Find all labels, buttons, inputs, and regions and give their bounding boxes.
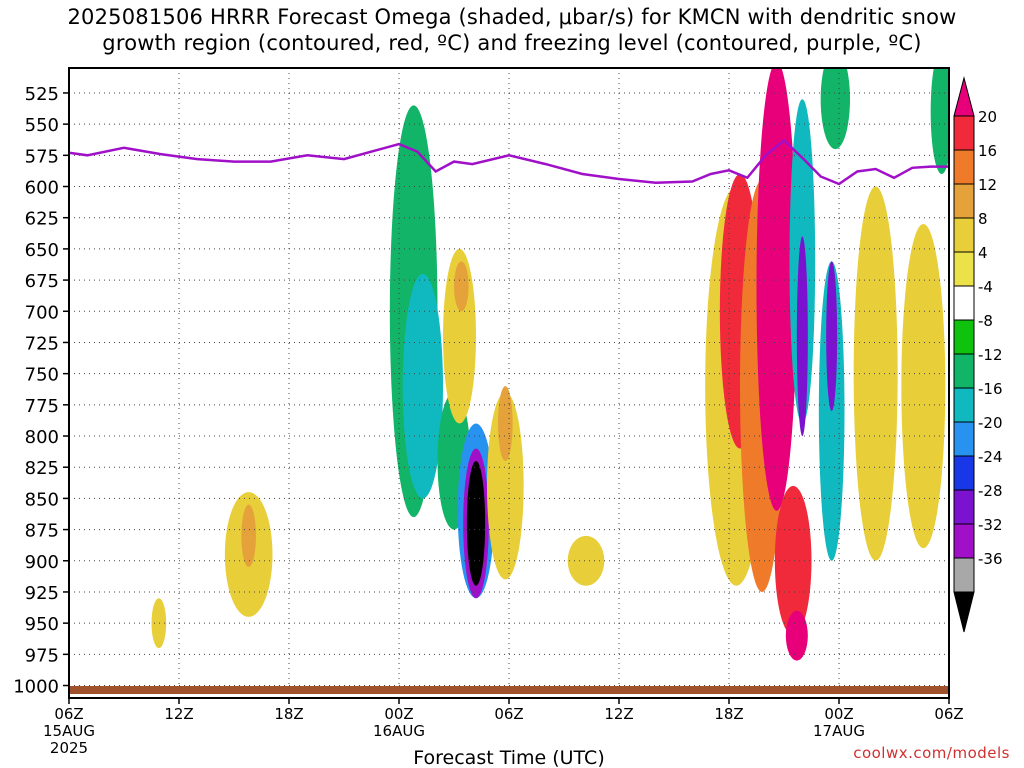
y-tick-label-600: 600 [25, 178, 59, 199]
freezing-level-contour [69, 138, 949, 186]
colorbar-label-4: 4 [978, 244, 988, 262]
colorbar-segment-10 [953, 421, 975, 457]
x-tick-label-8: 06Z [934, 705, 963, 723]
y-tick-label-550: 550 [25, 115, 59, 136]
omega-cell-8 [487, 392, 524, 580]
y-tick-label-775: 775 [25, 396, 59, 417]
y-tick-label-725: 725 [25, 333, 59, 354]
omega-cell-17 [756, 68, 797, 511]
y-tick-label-1000: 1000 [13, 677, 59, 698]
chart-title-line1: 2025081506 HRRR Forecast Omega (shaded, … [67, 5, 957, 29]
colorbar-segment-7 [953, 319, 975, 355]
y-tick-label-700: 700 [25, 302, 59, 323]
colorbar-segment-8 [953, 353, 975, 389]
y-tick-label-900: 900 [25, 552, 59, 573]
colorbar-segment-12 [953, 489, 975, 525]
omega-cell-9 [498, 386, 513, 461]
x-axis: 06Z 12Z 18Z 00Z 06Z 12Z 18Z 00Z 06Z15AUG202516AU… [43, 698, 964, 757]
colorbar-segment-9 [953, 387, 975, 423]
omega-cell-21 [796, 236, 808, 437]
omega-cell-5 [466, 460, 486, 586]
colorbar-segment-3 [953, 183, 975, 219]
omega-shading-layer [151, 68, 949, 661]
x-tick-label-6: 18Z [714, 705, 743, 723]
colorbar-top-arrow [953, 76, 975, 117]
omega-cell-23 [826, 261, 838, 412]
x-date-label-1-0: 16AUG [373, 722, 425, 740]
colorbar-label-13: -36 [978, 550, 1003, 568]
y-axis: 525 550 575 600 625 650 675 700 725 750 775 800 825 8… [13, 84, 69, 698]
omega-cell-26 [901, 223, 946, 549]
omega-cell-27 [930, 68, 949, 175]
y-tick-label-875: 875 [25, 521, 59, 542]
grid-layer [69, 68, 949, 698]
y-tick-label-650: 650 [25, 240, 59, 261]
colorbar-label-5: -4 [978, 278, 993, 296]
colorbar-bottom-arrow [953, 591, 975, 633]
chart-title: 2025081506 HRRR Forecast Omega (shaded, … [0, 4, 1024, 56]
colorbar-label-8: -16 [978, 380, 1003, 398]
omega-cell-7 [454, 261, 469, 312]
omega-cell-12 [151, 598, 167, 649]
chart-title-line2: growth region (contoured, red, ºC) and f… [102, 31, 922, 55]
colorbar-segment-4 [953, 217, 975, 253]
y-tick-label-950: 950 [25, 614, 59, 635]
x-tick-label-5: 12Z [604, 705, 633, 723]
credit-text: coolwx.com/models [853, 744, 1010, 762]
x-date-label-2-0: 17AUG [813, 722, 865, 740]
x-tick-label-7: 00Z [824, 705, 853, 723]
x-axis-label: Forecast Time (UTC) [413, 747, 604, 768]
ground-terrain-band [69, 686, 949, 694]
y-tick-label-800: 800 [25, 427, 59, 448]
colorbar-label-3: 8 [978, 210, 988, 228]
colorbar-label-9: -20 [978, 414, 1003, 432]
omega-cell-25 [853, 186, 898, 561]
colorbar: 20 16 12 8 4 -4 -8 -12 -16 -20 -24 -28 -32 -36 [953, 76, 1003, 633]
y-tick-label-975: 975 [25, 645, 59, 666]
omega-cell-18 [774, 485, 812, 636]
colorbar-label-10: -24 [978, 448, 1003, 466]
y-tick-label-525: 525 [25, 84, 59, 105]
omega-cell-13 [567, 535, 605, 586]
colorbar-label-6: -8 [978, 312, 993, 330]
omega-cell-24 [820, 68, 850, 150]
y-tick-label-850: 850 [25, 489, 59, 510]
colorbar-segment-11 [953, 455, 975, 491]
colorbar-segment-2 [953, 149, 975, 185]
omega-cell-19 [785, 610, 808, 661]
x-tick-label-3: 00Z [384, 705, 413, 723]
colorbar-label-1: 16 [978, 142, 997, 160]
x-tick-label-2: 18Z [274, 705, 303, 723]
y-tick-label-675: 675 [25, 271, 59, 292]
x-date-label-0-0: 15AUG [43, 722, 95, 740]
colorbar-segment-14 [953, 557, 975, 593]
colorbar-segment-1 [953, 115, 975, 151]
colorbar-label-11: -28 [978, 482, 1003, 500]
x-tick-label-4: 06Z [494, 705, 523, 723]
y-tick-label-825: 825 [25, 458, 59, 479]
y-tick-label-625: 625 [25, 209, 59, 230]
y-tick-label-750: 750 [25, 365, 59, 386]
omega-cell-1 [402, 273, 444, 499]
x-tick-label-0: 06Z [54, 705, 83, 723]
colorbar-label-2: 12 [978, 176, 997, 194]
colorbar-segment-5 [953, 251, 975, 287]
colorbar-label-0: 20 [978, 108, 997, 126]
colorbar-label-7: -12 [978, 346, 1003, 364]
x-date-label-0-1: 2025 [50, 739, 88, 757]
y-tick-label-575: 575 [25, 146, 59, 167]
colorbar-segment-13 [953, 523, 975, 559]
y-tick-label-925: 925 [25, 583, 59, 604]
omega-cell-11 [241, 504, 256, 568]
colorbar-segment-6 [953, 285, 975, 321]
colorbar-label-12: -32 [978, 516, 1003, 534]
x-tick-label-1: 12Z [164, 705, 193, 723]
